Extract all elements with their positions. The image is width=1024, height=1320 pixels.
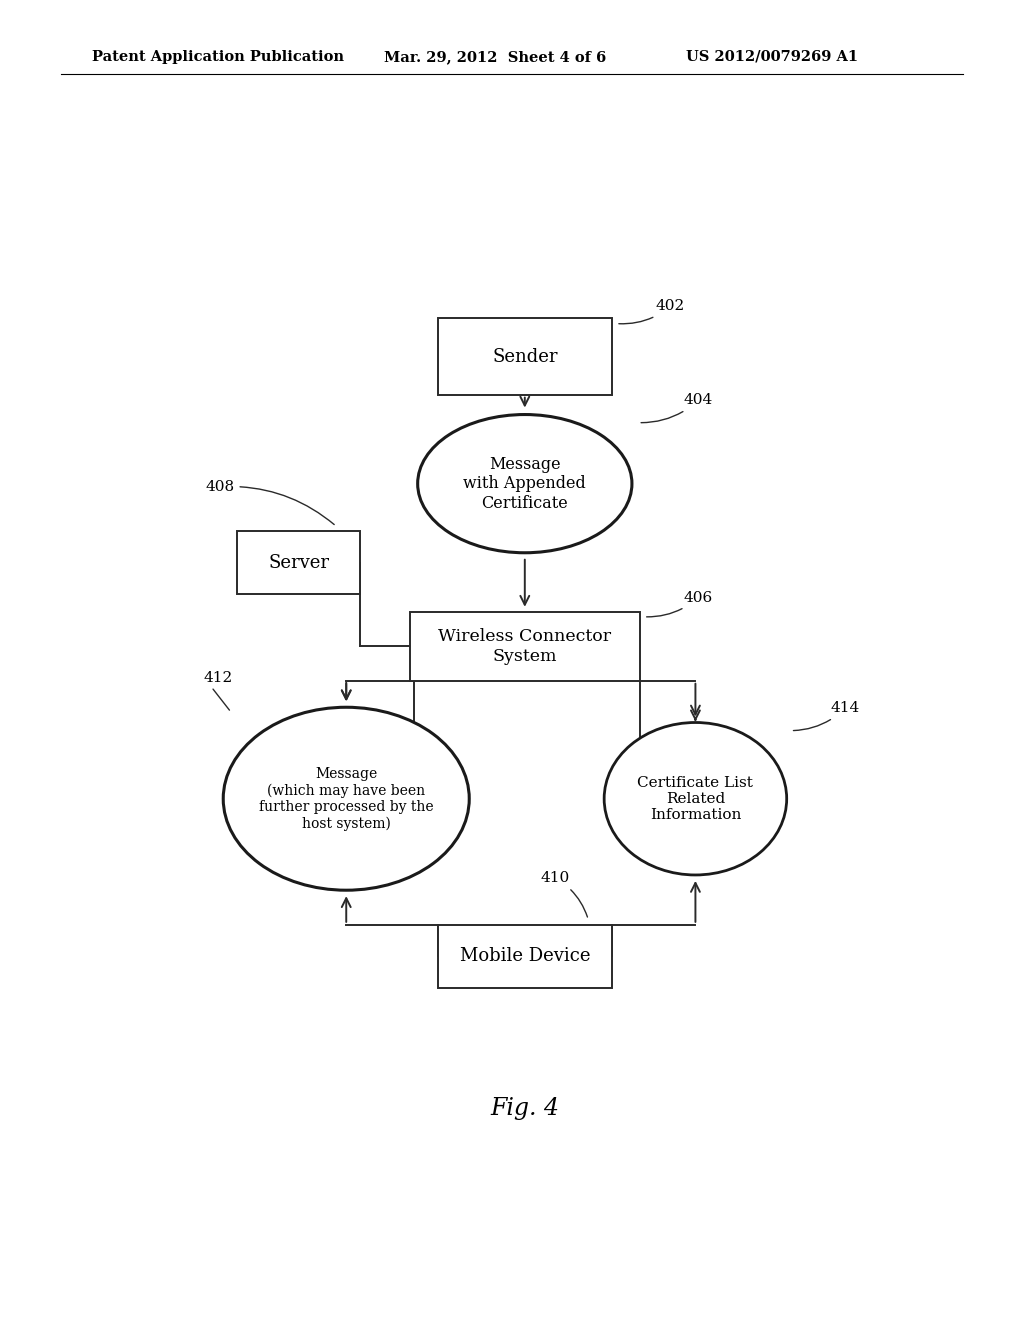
Ellipse shape — [418, 414, 632, 553]
Bar — [238, 532, 360, 594]
Text: Wireless Connector
System: Wireless Connector System — [438, 628, 611, 664]
Bar — [410, 611, 640, 681]
Text: Mar. 29, 2012  Sheet 4 of 6: Mar. 29, 2012 Sheet 4 of 6 — [384, 50, 606, 63]
Text: Message
(which may have been
further processed by the
host system): Message (which may have been further pro… — [259, 767, 433, 830]
Text: Sender: Sender — [493, 347, 557, 366]
Text: Server: Server — [268, 554, 329, 572]
Bar — [437, 925, 612, 987]
Ellipse shape — [604, 722, 786, 875]
Text: Certificate List
Related
Information: Certificate List Related Information — [638, 776, 754, 822]
Bar — [437, 318, 612, 395]
Text: 412: 412 — [204, 671, 232, 685]
Text: Patent Application Publication: Patent Application Publication — [92, 50, 344, 63]
Text: 408: 408 — [206, 479, 334, 524]
Text: Mobile Device: Mobile Device — [460, 948, 590, 965]
Text: 406: 406 — [646, 590, 713, 616]
Ellipse shape — [223, 708, 469, 890]
Text: Fig. 4: Fig. 4 — [490, 1097, 559, 1121]
Text: 410: 410 — [541, 871, 588, 917]
Text: 404: 404 — [641, 393, 713, 422]
Text: 414: 414 — [794, 701, 859, 730]
Text: 402: 402 — [618, 300, 685, 323]
Text: US 2012/0079269 A1: US 2012/0079269 A1 — [686, 50, 858, 63]
Text: Message
with Appended
Certificate: Message with Appended Certificate — [464, 455, 586, 512]
